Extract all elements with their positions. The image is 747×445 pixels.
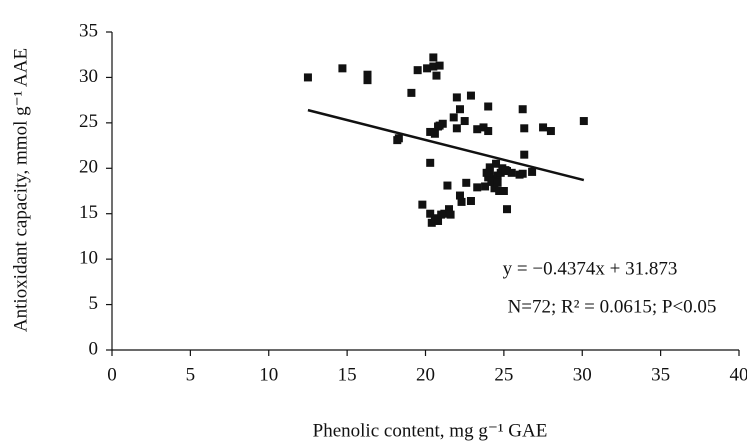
point bbox=[443, 181, 452, 190]
point bbox=[363, 76, 372, 85]
point bbox=[479, 123, 488, 132]
point bbox=[445, 205, 454, 214]
point bbox=[496, 168, 505, 177]
point bbox=[452, 124, 461, 133]
point bbox=[473, 183, 482, 192]
statistics: N=72; R² = 0.0615; P<0.05 bbox=[508, 296, 717, 317]
point bbox=[466, 196, 475, 205]
y-tick-label: 30 bbox=[79, 66, 98, 87]
point bbox=[435, 121, 444, 130]
point bbox=[429, 53, 438, 62]
point bbox=[528, 167, 537, 176]
equation: y = −0.4374x + 31.873 bbox=[503, 258, 678, 279]
point bbox=[407, 88, 416, 97]
point bbox=[485, 163, 494, 172]
point bbox=[493, 178, 502, 187]
y-tick-label: 10 bbox=[79, 248, 98, 269]
point bbox=[423, 64, 432, 73]
point bbox=[338, 64, 347, 73]
point bbox=[520, 150, 529, 159]
point bbox=[460, 117, 469, 126]
point bbox=[432, 71, 441, 80]
y-tick-label: 25 bbox=[79, 111, 98, 132]
point bbox=[449, 113, 458, 122]
y-tick-label: 15 bbox=[79, 202, 98, 223]
point bbox=[426, 158, 435, 167]
point bbox=[507, 168, 516, 177]
point bbox=[473, 125, 482, 134]
trendline bbox=[307, 108, 585, 182]
point bbox=[426, 209, 435, 218]
point bbox=[499, 187, 508, 195]
point bbox=[457, 197, 466, 206]
y-axis-title: Antioxidant capacity, mmol g⁻¹ AAE bbox=[10, 48, 31, 332]
x-tick-label: 25 bbox=[494, 364, 513, 385]
y-tick-label: 5 bbox=[89, 293, 99, 314]
point bbox=[452, 93, 461, 102]
x-tick-label: 35 bbox=[651, 364, 670, 385]
point bbox=[481, 182, 490, 191]
point bbox=[488, 177, 497, 186]
point bbox=[455, 191, 464, 200]
point bbox=[418, 200, 427, 209]
x-tick-label: 15 bbox=[338, 364, 357, 385]
point bbox=[579, 117, 588, 126]
point bbox=[427, 218, 436, 227]
point bbox=[515, 170, 524, 179]
point bbox=[429, 62, 438, 71]
point bbox=[518, 105, 527, 114]
x-tick-label: 5 bbox=[186, 364, 196, 385]
point bbox=[466, 91, 475, 100]
point bbox=[434, 216, 443, 225]
point bbox=[435, 61, 444, 70]
point bbox=[482, 168, 491, 177]
point bbox=[394, 134, 403, 143]
point bbox=[495, 187, 504, 195]
y-tick-label: 20 bbox=[79, 157, 98, 178]
point bbox=[462, 178, 471, 187]
point bbox=[426, 127, 435, 136]
point bbox=[455, 105, 464, 114]
point bbox=[446, 210, 455, 219]
x-tick-label: 20 bbox=[416, 364, 435, 385]
point bbox=[413, 66, 422, 75]
point bbox=[484, 173, 493, 182]
point bbox=[484, 127, 493, 136]
x-axis-title: Phenolic content, mg g⁻¹ GAE bbox=[313, 420, 548, 441]
x-tick-label: 10 bbox=[259, 364, 278, 385]
x-tick-label: 0 bbox=[107, 364, 117, 385]
x-tick-label: 40 bbox=[730, 364, 747, 385]
point bbox=[484, 102, 493, 111]
point bbox=[492, 159, 501, 168]
y-tick-label: 35 bbox=[79, 20, 98, 41]
point bbox=[546, 127, 555, 136]
point bbox=[303, 73, 312, 82]
point bbox=[520, 124, 529, 133]
point bbox=[539, 123, 548, 132]
point bbox=[490, 184, 499, 193]
point bbox=[437, 210, 446, 219]
point bbox=[430, 129, 439, 138]
x-tick-label: 30 bbox=[573, 364, 592, 385]
point bbox=[501, 166, 510, 175]
y-tick-label: 0 bbox=[89, 338, 99, 359]
point bbox=[503, 205, 512, 214]
point bbox=[363, 70, 372, 79]
